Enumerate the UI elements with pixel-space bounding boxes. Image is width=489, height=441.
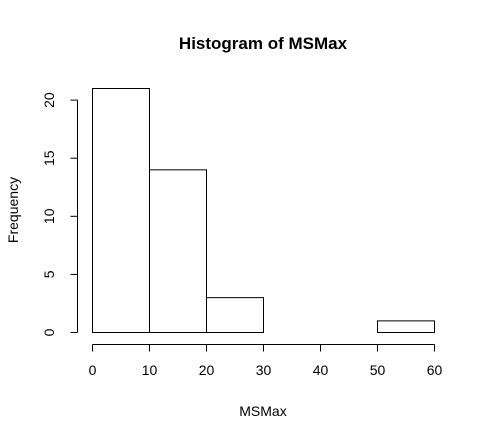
histogram-bar-50-60	[377, 320, 435, 333]
x-tick-label-0: 0	[89, 362, 97, 378]
x-tick-label-20: 20	[199, 362, 215, 378]
x-axis-label: MSMax	[239, 403, 286, 419]
x-tick-label-40: 40	[313, 362, 329, 378]
x-tick-label-50: 50	[370, 362, 386, 378]
y-tick-label-0: 0	[41, 328, 57, 336]
y-tick-label-15: 15	[41, 150, 57, 166]
y-tick-label-5: 5	[41, 270, 57, 278]
y-tick-label-20: 20	[41, 92, 57, 108]
chart-title: Histogram of MSMax	[179, 34, 348, 53]
y-axis: 0 5 10 15 20	[41, 92, 78, 336]
y-tick-label-10: 10	[41, 208, 57, 224]
x-tick-label-10: 10	[142, 362, 158, 378]
x-tick-label-30: 30	[256, 362, 272, 378]
histogram-bar-10-20	[149, 169, 207, 333]
bars-group	[92, 88, 435, 333]
histogram-bar-20-30	[206, 297, 264, 333]
x-axis: 0 10 20 30 40 50 60	[89, 344, 443, 378]
histogram-bar-0-10	[92, 88, 150, 333]
y-axis-label: Frequency	[5, 177, 21, 243]
x-tick-label-60: 60	[427, 362, 443, 378]
